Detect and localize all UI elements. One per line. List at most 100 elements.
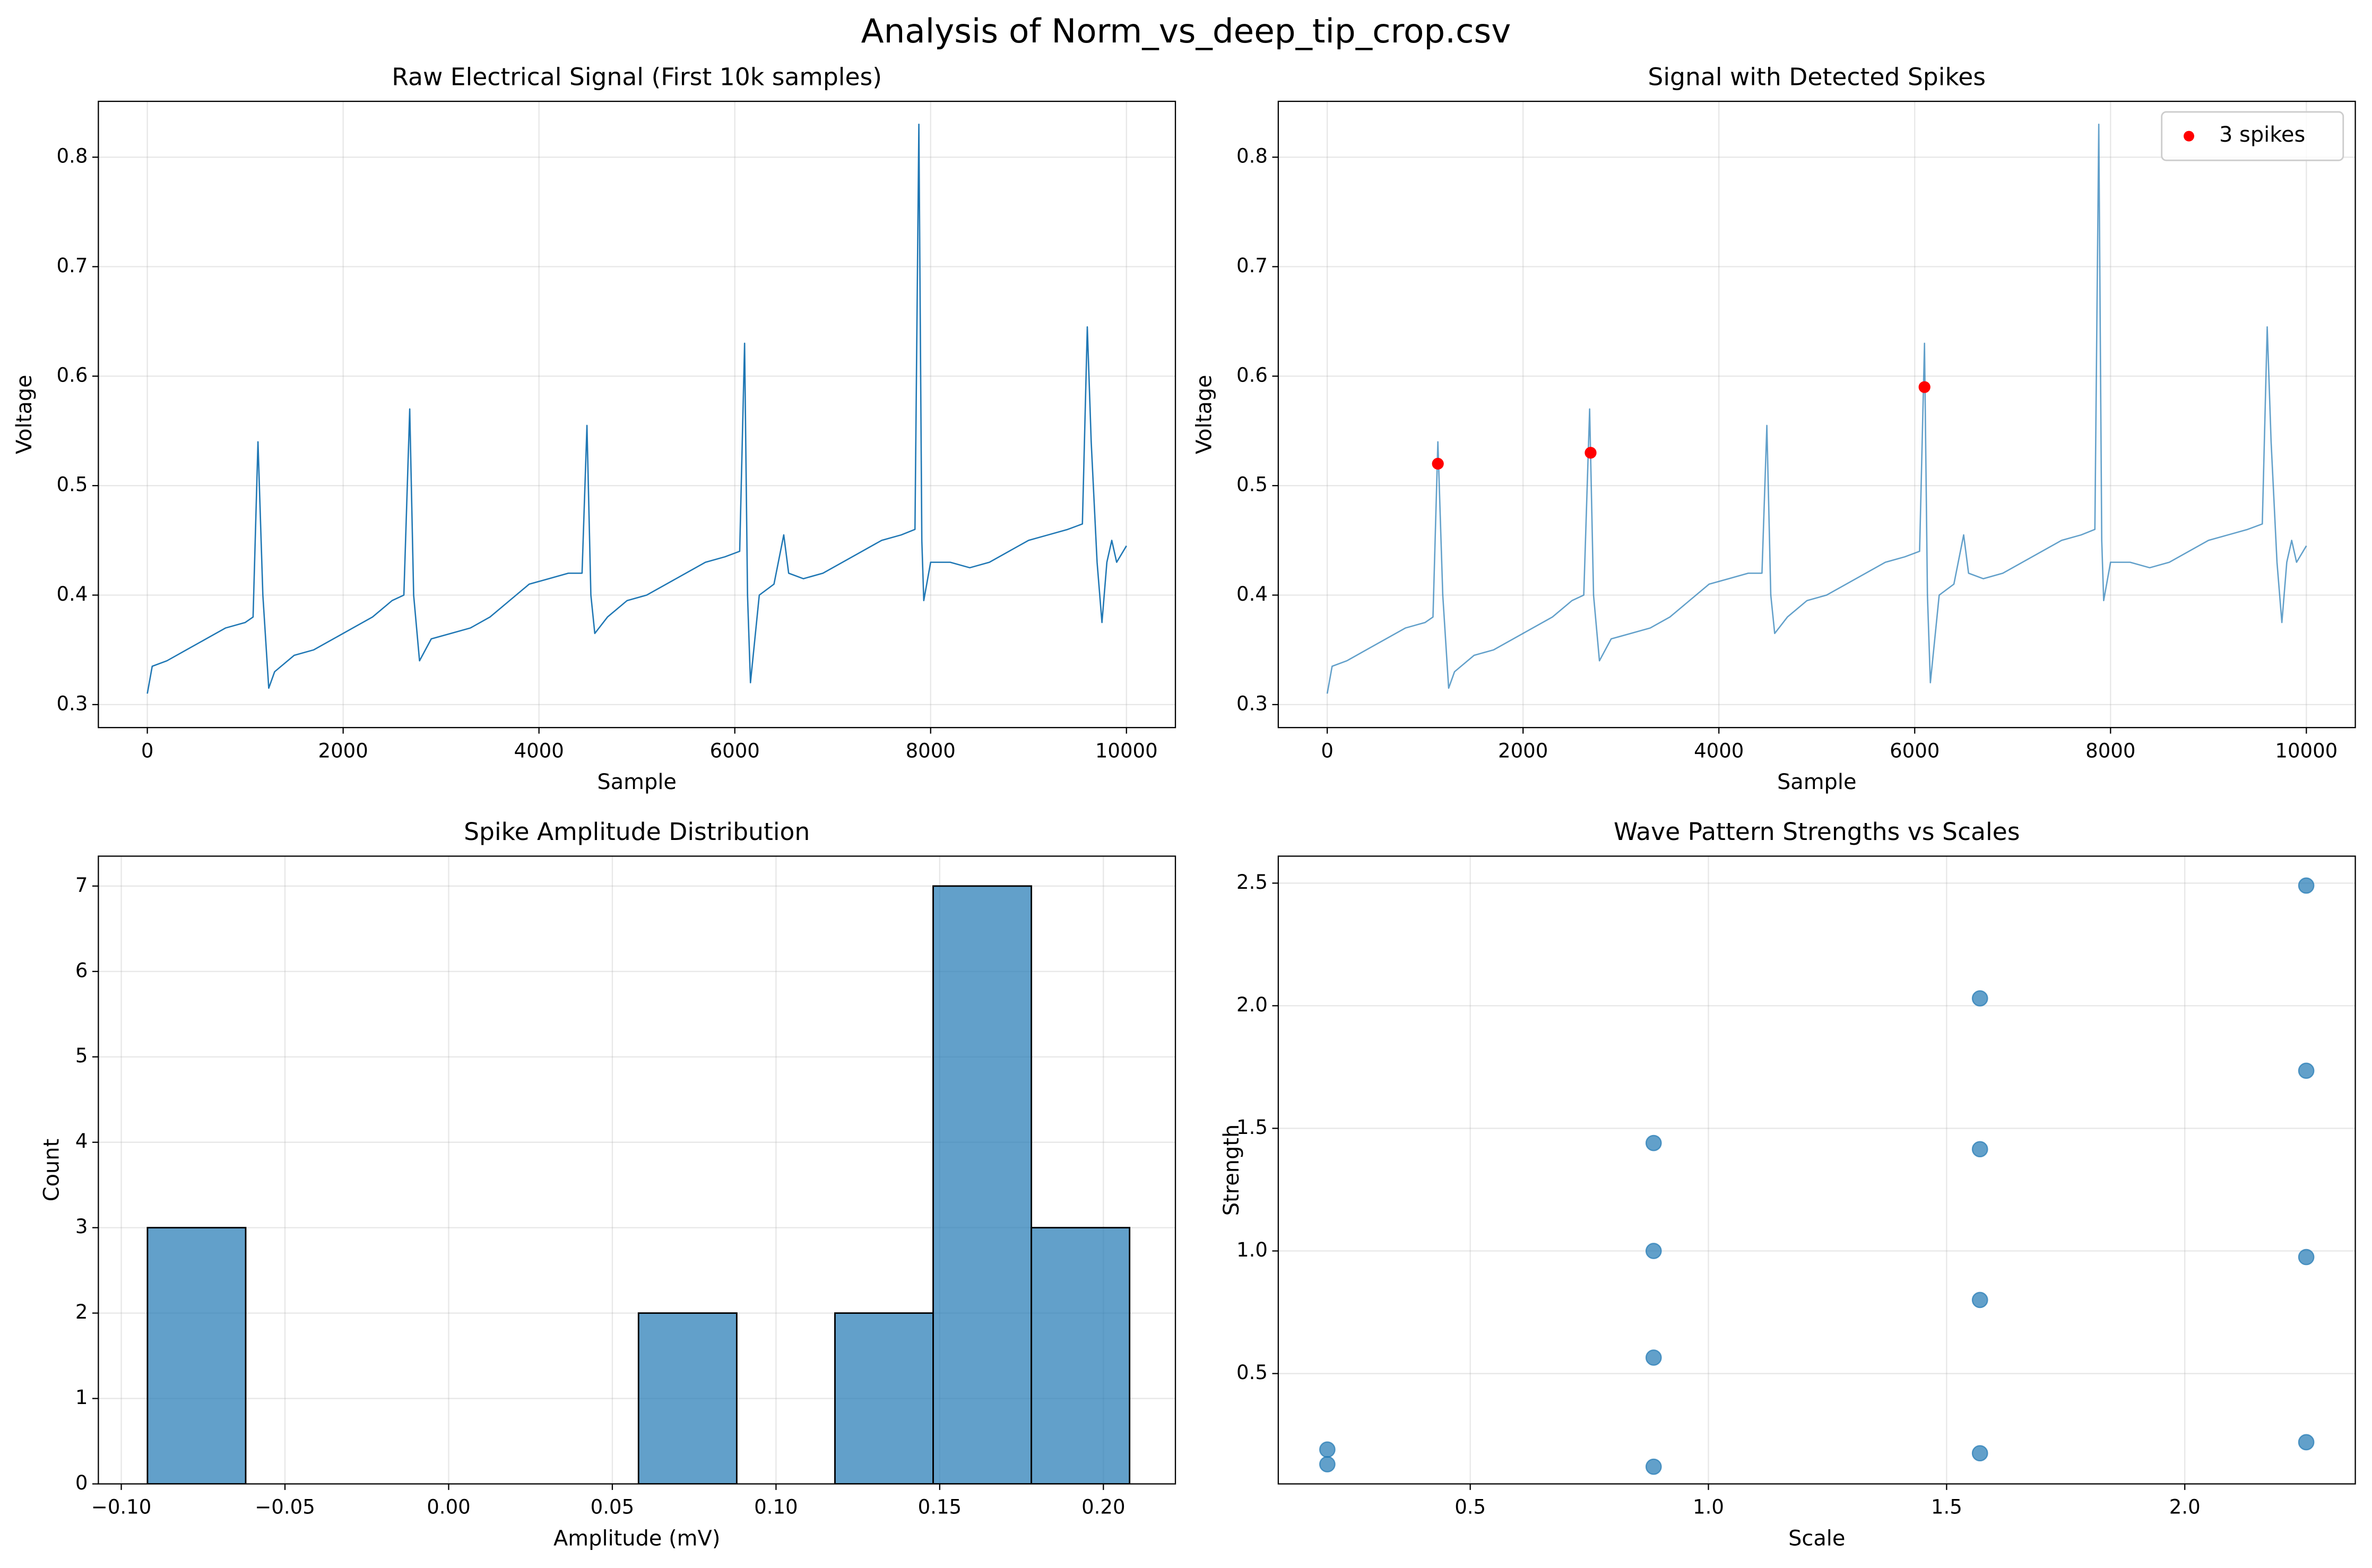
- x-tick-label: −0.05: [255, 1496, 315, 1519]
- x-tick-label: 0: [1321, 739, 1334, 762]
- subplot: 0 2000 4000 6000 8000 10000 0.3 0.4 0.5 0.6 0.7 0.8…: [12, 63, 1176, 794]
- scatter-point: [1319, 1441, 1336, 1458]
- scatter-point: [1918, 381, 1931, 393]
- scatter-point: [1645, 1349, 1662, 1366]
- x-tick-label: 1.0: [1693, 1496, 1724, 1519]
- y-tick-label: 0.5: [1236, 473, 1268, 496]
- x-tick-label: 2000: [1498, 739, 1548, 762]
- x-tick-label: 2.0: [2169, 1496, 2201, 1519]
- figure-title: Analysis of Norm_vs_deep_tip_crop.csv: [861, 12, 1511, 50]
- scatter-point: [1971, 1141, 1988, 1158]
- scatter-point: [1645, 1458, 1662, 1475]
- y-axis-label: Voltage: [12, 375, 37, 454]
- x-tick-label: 0.05: [591, 1496, 635, 1519]
- x-tick-label: −0.10: [91, 1496, 152, 1519]
- y-tick-label: 2: [75, 1301, 88, 1323]
- x-tick-label: 8000: [2085, 739, 2135, 762]
- x-tick-label: 8000: [906, 739, 956, 762]
- axes-frame: [98, 855, 1176, 1485]
- y-tick-label: 1.5: [1236, 1116, 1268, 1139]
- x-tick-label: 10000: [2275, 739, 2338, 762]
- x-axis-label: Sample: [597, 770, 677, 794]
- y-tick-label: 0.6: [56, 363, 88, 386]
- subplot: 0 2000 4000 6000 8000 10000 0.3 0.4 0.5 0.6 0.7 0.8…: [1192, 63, 2356, 794]
- histogram-bar: [637, 1312, 738, 1484]
- y-tick-label: 0.6: [1236, 363, 1268, 386]
- scatter-point: [1971, 1445, 1988, 1462]
- y-tick-label: 0.8: [1236, 145, 1268, 168]
- axes-frame: [98, 100, 1176, 729]
- x-tick-label: 0: [141, 739, 154, 762]
- y-tick-label: 1: [75, 1386, 88, 1409]
- x-tick-label: 0.5: [1455, 1496, 1486, 1519]
- scatter-point: [1645, 1243, 1662, 1259]
- scatter-point: [1432, 457, 1444, 470]
- x-tick-label: 2000: [318, 739, 368, 762]
- x-tick-label: 10000: [1095, 739, 1158, 762]
- y-tick-label: 0.7: [56, 254, 88, 277]
- y-tick-label: 4: [75, 1130, 88, 1153]
- scatter-point: [2298, 1434, 2315, 1451]
- x-axis-label: Scale: [1788, 1526, 1845, 1550]
- x-tick-label: 0.00: [427, 1496, 471, 1519]
- scatter-point: [2298, 1249, 2315, 1266]
- subplot-title: Raw Electrical Signal (First 10k samples…: [392, 63, 882, 91]
- y-tick-label: 0: [75, 1471, 88, 1494]
- y-tick-label: 0.7: [1236, 254, 1268, 277]
- legend-marker: [2184, 131, 2194, 142]
- scatter-point: [1971, 1292, 1988, 1309]
- y-axis-label: Voltage: [1192, 375, 1217, 454]
- y-axis-label: Count: [39, 1139, 64, 1201]
- histogram-bar: [146, 1227, 247, 1484]
- x-tick-label: 0.20: [1081, 1496, 1126, 1519]
- x-tick-label: 4000: [1694, 739, 1744, 762]
- scatter-point: [1645, 1134, 1662, 1151]
- axes-frame: [1277, 855, 2356, 1485]
- subplot-title: Spike Amplitude Distribution: [464, 818, 810, 846]
- y-tick-label: 7: [75, 873, 88, 896]
- histogram-bar: [932, 885, 1033, 1484]
- plot-area: [146, 885, 1131, 1484]
- subplot: 0.5 1.0 1.5 2.0 0.5 1.0 1.5 2.0 2.5 Wave Pattern …: [1219, 818, 2356, 1550]
- scatter-point: [1971, 990, 1988, 1007]
- signal-line: [1326, 124, 2307, 694]
- scatter-point: [2298, 877, 2315, 894]
- x-tick-label: 0.10: [754, 1496, 798, 1519]
- y-tick-label: 1.0: [1236, 1238, 1268, 1261]
- scatter-point: [2298, 1062, 2315, 1079]
- legend-label: 3 spikes: [2219, 123, 2305, 147]
- y-tick-label: 0.4: [56, 583, 88, 605]
- y-tick-label: 3: [75, 1215, 88, 1238]
- legend-box: [2161, 111, 2344, 161]
- y-axis-label: Strength: [1219, 1124, 1244, 1216]
- histogram-bar: [834, 1312, 934, 1484]
- subplot-title: Signal with Detected Spikes: [1648, 63, 1986, 91]
- x-tick-label: 4000: [514, 739, 564, 762]
- y-tick-label: 0.5: [56, 473, 88, 496]
- scatter-point: [1585, 447, 1597, 459]
- axes-frame: [1277, 100, 2356, 729]
- y-tick-label: 5: [75, 1044, 88, 1067]
- y-tick-label: 6: [75, 959, 88, 982]
- y-tick-label: 0.5: [1236, 1361, 1268, 1384]
- y-tick-label: 2.0: [1236, 993, 1268, 1016]
- y-tick-label: 2.5: [1236, 871, 1268, 894]
- y-tick-label: 0.3: [56, 692, 88, 715]
- y-tick-label: 0.8: [56, 145, 88, 168]
- x-tick-label: 6000: [710, 739, 760, 762]
- y-tick-label: 0.3: [1236, 692, 1268, 715]
- x-tick-label: 1.5: [1931, 1496, 1962, 1519]
- y-tick-label: 0.4: [1236, 583, 1268, 605]
- scatter-point: [1319, 1456, 1336, 1472]
- signal-line: [146, 124, 1127, 694]
- x-tick-label: 0.15: [918, 1496, 962, 1519]
- subplot: −0.10 −0.05 0.00 0.05 0.10 0.15 0.20 0 1 2 3 4 5 6 7 Sp…: [39, 818, 1176, 1550]
- subplot-title: Wave Pattern Strengths vs Scales: [1614, 818, 2020, 846]
- histogram-bar: [1031, 1227, 1131, 1484]
- x-tick-label: 6000: [1890, 739, 1940, 762]
- plot-area: [1319, 877, 2315, 1475]
- x-axis-label: Amplitude (mV): [553, 1526, 720, 1550]
- plot-area: [1326, 124, 2307, 694]
